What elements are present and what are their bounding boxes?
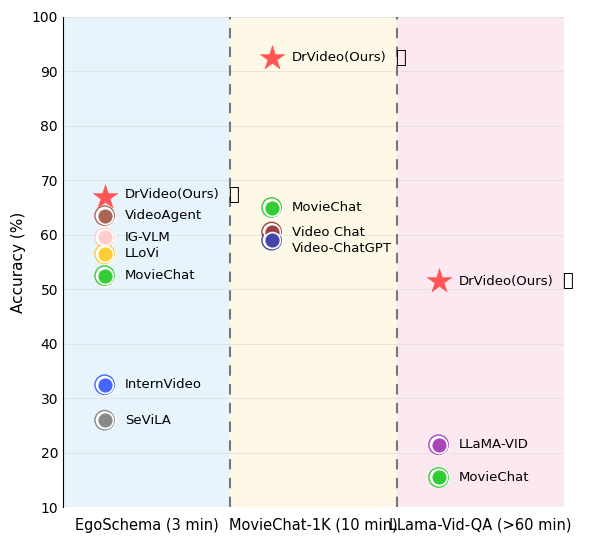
- Point: [100, 211, 109, 220]
- Point: [100, 416, 109, 424]
- Point: [100, 211, 109, 220]
- Text: MovieChat: MovieChat: [458, 471, 529, 484]
- Bar: [230, 17, 397, 508]
- Text: DrVideo(Ours): DrVideo(Ours): [458, 275, 553, 288]
- Text: LLoVi: LLoVi: [124, 248, 160, 261]
- Point: [434, 441, 443, 449]
- Point: [100, 416, 109, 424]
- Text: DrVideo(Ours): DrVideo(Ours): [291, 51, 386, 64]
- Point: [434, 277, 443, 286]
- Point: [100, 416, 109, 424]
- Text: LLaMA-VID: LLaMA-VID: [458, 438, 529, 452]
- Point: [267, 203, 276, 212]
- Point: [100, 380, 109, 389]
- Y-axis label: Accuracy (%): Accuracy (%): [11, 212, 26, 313]
- Text: 🎓: 🎓: [395, 48, 406, 66]
- Point: [100, 233, 109, 242]
- Point: [100, 233, 109, 242]
- Point: [434, 473, 443, 482]
- Point: [100, 250, 109, 258]
- Text: IG-VLM: IG-VLM: [124, 231, 171, 244]
- Point: [100, 250, 109, 258]
- Text: DrVideo(Ours): DrVideo(Ours): [124, 188, 219, 201]
- Point: [267, 228, 276, 237]
- Text: SeViLA: SeViLA: [124, 413, 171, 426]
- Point: [434, 473, 443, 482]
- Text: Video Chat: Video Chat: [291, 226, 365, 239]
- Point: [267, 228, 276, 237]
- Point: [434, 473, 443, 482]
- Point: [100, 271, 109, 280]
- Bar: [63, 17, 230, 508]
- Text: 🎓: 🎓: [562, 272, 573, 290]
- Point: [100, 192, 109, 201]
- Text: Video-ChatGPT: Video-ChatGPT: [291, 242, 392, 255]
- Point: [100, 250, 109, 258]
- Point: [100, 271, 109, 280]
- Point: [267, 203, 276, 212]
- Point: [267, 228, 276, 237]
- Point: [267, 236, 276, 245]
- Point: [100, 380, 109, 389]
- Point: [100, 380, 109, 389]
- Point: [434, 441, 443, 449]
- Text: VideoAgent: VideoAgent: [124, 209, 202, 222]
- Point: [434, 441, 443, 449]
- Text: InternVideo: InternVideo: [124, 378, 202, 391]
- Point: [100, 211, 109, 220]
- Bar: [397, 17, 564, 508]
- Text: MovieChat: MovieChat: [124, 269, 195, 282]
- Point: [267, 53, 276, 62]
- Point: [100, 271, 109, 280]
- Point: [267, 203, 276, 212]
- Point: [100, 233, 109, 242]
- Point: [267, 236, 276, 245]
- Text: 🎓: 🎓: [228, 186, 239, 204]
- Point: [267, 236, 276, 245]
- Text: MovieChat: MovieChat: [291, 201, 362, 214]
